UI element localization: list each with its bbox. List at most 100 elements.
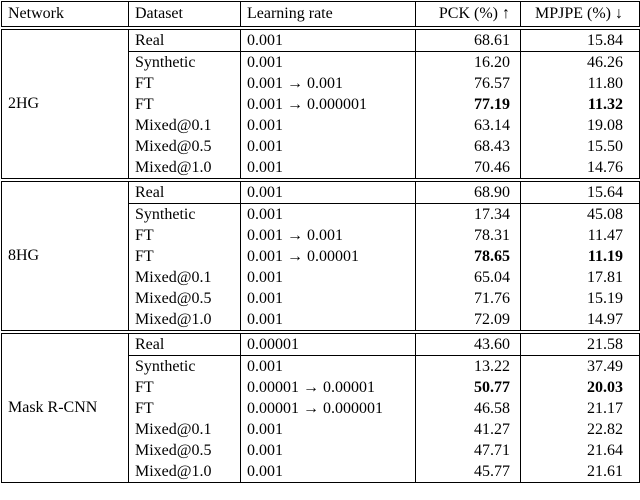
network-cell: 2HG bbox=[1, 26, 129, 181]
table-row: Synthetic 0.001 16.20 46.26 bbox=[2, 51, 640, 73]
pck-cell: 45.77 bbox=[415, 461, 521, 483]
lr-cell: 0.001 bbox=[240, 203, 416, 225]
mpjpe-cell: 14.97 bbox=[520, 309, 640, 333]
table-row: Mixed@0.5 0.001 47.71 21.64 bbox=[2, 440, 640, 461]
table-row: Mask R-CNN Real 0.00001 43.60 21.58 bbox=[1, 330, 640, 483]
pck-cell: 47.71 bbox=[415, 440, 521, 461]
dataset-cell: Synthetic bbox=[128, 51, 241, 73]
pck-cell: 68.90 bbox=[415, 178, 521, 204]
table-row: Synthetic 0.001 17.34 45.08 bbox=[2, 203, 640, 225]
table-row: 8HG Real 0.001 68.90 15.64 bbox=[1, 178, 640, 333]
pck-cell: 46.58 bbox=[415, 398, 521, 419]
dataset-cell: Mixed@1.0 bbox=[128, 309, 241, 333]
mpjpe-cell: 11.32 bbox=[520, 94, 640, 115]
dataset-cell: FT bbox=[128, 225, 241, 246]
lr-cell: 0.001 bbox=[240, 26, 416, 52]
header-cell: PCK (%) ↑ bbox=[415, 1, 521, 28]
dataset-cell: Mixed@0.1 bbox=[128, 115, 241, 136]
dataset-cell: FT bbox=[128, 377, 241, 398]
table-row: Mixed@1.0 0.001 72.09 14.97 bbox=[2, 309, 640, 333]
lr-cell: 0.001 → 0.000001 bbox=[240, 94, 416, 115]
network-cell: 8HG bbox=[1, 178, 129, 333]
table-body: Network Dataset Learning rate PCK (%) ↑ MPJP… bbox=[1, 1, 640, 483]
results-table: Network Dataset Learning rate PCK (%) ↑ MPJP… bbox=[1, 1, 640, 483]
pck-cell: 77.19 bbox=[415, 94, 521, 115]
pck-cell: 63.14 bbox=[415, 115, 521, 136]
lr-cell: 0.001 → 0.00001 bbox=[240, 246, 416, 267]
table-row: FT 0.001 → 0.000001 77.19 11.32 bbox=[2, 94, 640, 115]
dataset-cell: Synthetic bbox=[128, 355, 241, 377]
lr-cell: 0.001 bbox=[240, 136, 416, 157]
mpjpe-cell: 45.08 bbox=[520, 203, 640, 225]
pck-cell: 76.57 bbox=[415, 73, 521, 94]
header-cell: Network bbox=[1, 1, 129, 28]
mpjpe-cell: 21.64 bbox=[520, 440, 640, 461]
pck-cell: 65.04 bbox=[415, 267, 521, 288]
network-cell: Mask R-CNN bbox=[1, 330, 129, 483]
pck-cell: 43.60 bbox=[415, 330, 521, 356]
table-row: Mixed@0.5 0.001 71.76 15.19 bbox=[2, 288, 640, 309]
lr-cell: 0.001 bbox=[240, 461, 416, 483]
lr-cell: 0.001 → 0.001 bbox=[240, 225, 416, 246]
pck-cell: 71.76 bbox=[415, 288, 521, 309]
dataset-cell: Synthetic bbox=[128, 203, 241, 225]
lr-cell: 0.001 bbox=[240, 440, 416, 461]
table-row: Mixed@0.1 0.001 65.04 17.81 bbox=[2, 267, 640, 288]
lr-cell: 0.001 bbox=[240, 115, 416, 136]
table-row: FT 0.001 → 0.001 76.57 11.80 bbox=[2, 73, 640, 94]
table-row: FT 0.00001 → 0.000001 46.58 21.17 bbox=[2, 398, 640, 419]
lr-cell: 0.001 bbox=[240, 419, 416, 440]
mpjpe-cell: 46.26 bbox=[520, 51, 640, 73]
lr-cell: 0.001 bbox=[240, 288, 416, 309]
mpjpe-cell: 19.08 bbox=[520, 115, 640, 136]
table-row: 2HG Real 0.001 68.61 15.84 bbox=[1, 26, 640, 181]
mpjpe-cell: 15.19 bbox=[520, 288, 640, 309]
dataset-cell: Real bbox=[128, 178, 241, 204]
lr-cell: 0.001 bbox=[240, 309, 416, 333]
dataset-cell: Mixed@0.5 bbox=[128, 288, 241, 309]
lr-cell: 0.00001 → 0.00001 bbox=[240, 377, 416, 398]
mpjpe-cell: 15.84 bbox=[520, 26, 640, 52]
mpjpe-cell: 15.64 bbox=[520, 178, 640, 204]
dataset-cell: Real bbox=[128, 26, 241, 52]
dataset-cell: Mixed@0.5 bbox=[128, 440, 241, 461]
mpjpe-cell: 21.61 bbox=[520, 461, 640, 483]
lr-cell: 0.00001 → 0.000001 bbox=[240, 398, 416, 419]
dataset-cell: FT bbox=[128, 73, 241, 94]
mpjpe-cell: 14.76 bbox=[520, 157, 640, 181]
lr-cell: 0.001 bbox=[240, 51, 416, 73]
pck-cell: 13.22 bbox=[415, 355, 521, 377]
mpjpe-cell: 20.03 bbox=[520, 377, 640, 398]
mpjpe-cell: 11.19 bbox=[520, 246, 640, 267]
header-cell: Learning rate bbox=[240, 1, 416, 28]
pck-cell: 41.27 bbox=[415, 419, 521, 440]
dataset-cell: Mixed@0.1 bbox=[128, 267, 241, 288]
lr-cell: 0.001 bbox=[240, 178, 416, 204]
table-row: FT 0.00001 → 0.00001 50.77 20.03 bbox=[2, 377, 640, 398]
header-cell: MPJPE (%) ↓ bbox=[520, 1, 640, 28]
mpjpe-cell: 37.49 bbox=[520, 355, 640, 377]
table-row: Mixed@0.5 0.001 68.43 15.50 bbox=[2, 136, 640, 157]
mpjpe-cell: 22.82 bbox=[520, 419, 640, 440]
dataset-cell: FT bbox=[128, 94, 241, 115]
pck-cell: 68.43 bbox=[415, 136, 521, 157]
pck-cell: 78.31 bbox=[415, 225, 521, 246]
mpjpe-cell: 15.50 bbox=[520, 136, 640, 157]
header-cell: Dataset bbox=[128, 1, 241, 28]
dataset-cell: Mixed@0.1 bbox=[128, 419, 241, 440]
table-row: Network Dataset Learning rate PCK (%) ↑ MPJP… bbox=[1, 1, 640, 28]
pck-cell: 78.65 bbox=[415, 246, 521, 267]
pck-cell: 16.20 bbox=[415, 51, 521, 73]
pck-cell: 68.61 bbox=[415, 26, 521, 52]
table-row: FT 0.001 → 0.00001 78.65 11.19 bbox=[2, 246, 640, 267]
dataset-cell: Mixed@1.0 bbox=[128, 461, 241, 483]
table-row: Mixed@0.1 0.001 41.27 22.82 bbox=[2, 419, 640, 440]
lr-cell: 0.00001 bbox=[240, 330, 416, 356]
table-row: Mixed@1.0 0.001 45.77 21.61 bbox=[2, 461, 640, 483]
mpjpe-cell: 21.58 bbox=[520, 330, 640, 356]
table-row: Synthetic 0.001 13.22 37.49 bbox=[2, 355, 640, 377]
mpjpe-cell: 21.17 bbox=[520, 398, 640, 419]
pck-cell: 72.09 bbox=[415, 309, 521, 333]
dataset-cell: FT bbox=[128, 246, 241, 267]
